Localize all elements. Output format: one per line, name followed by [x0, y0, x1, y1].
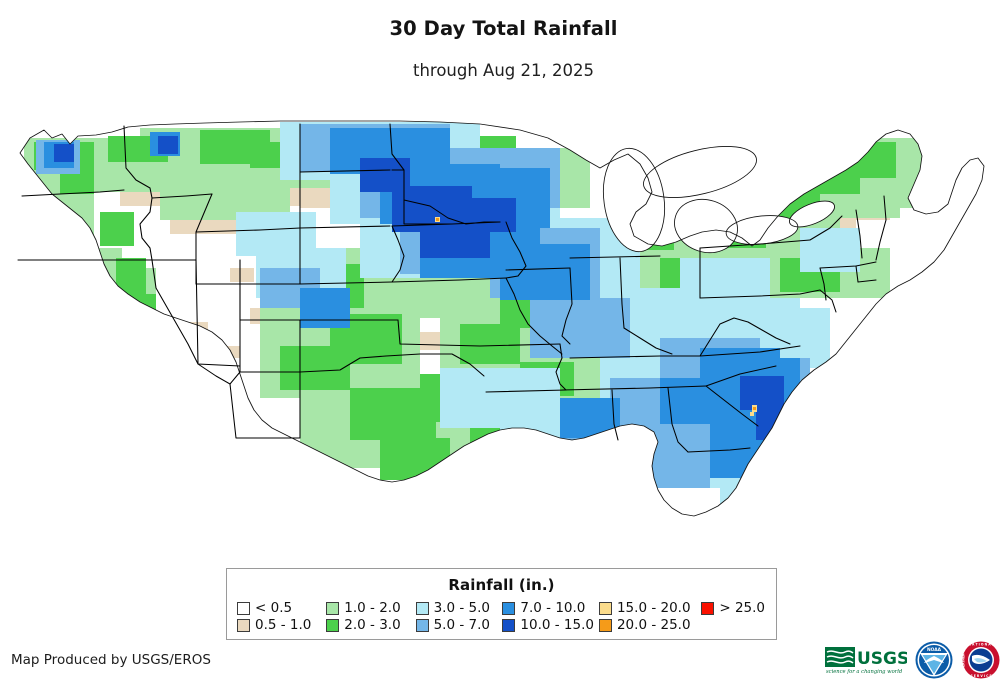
- legend-label: 15.0 - 20.0: [616, 599, 691, 616]
- legend-entry[interactable]: 10.0 - 15.0: [502, 617, 594, 634]
- svg-text:WEATHER: WEATHER: [961, 653, 965, 670]
- legend-swatch: [326, 619, 340, 632]
- usgs-logo[interactable]: USGS science for a changing world: [823, 643, 907, 677]
- legend-entry[interactable]: 2.0 - 3.0: [326, 617, 410, 634]
- legend-label: 10.0 - 15.0: [520, 616, 594, 633]
- legend-swatch: [598, 602, 612, 615]
- legend-label: > 25.0: [719, 599, 766, 616]
- nws-logo[interactable]: N A T I O N A L S E R V I C E WEATHER: [961, 640, 1001, 680]
- legend-entry[interactable]: 7.0 - 10.0: [502, 600, 594, 617]
- svg-text:S E R V I C E: S E R V I C E: [970, 674, 991, 678]
- legend-title: Rainfall (in.): [448, 576, 555, 594]
- legend-label: 20.0 - 25.0: [616, 616, 691, 633]
- us-rainfall-choropleth[interactable]: [0, 108, 1007, 548]
- legend-label: 3.0 - 5.0: [433, 599, 490, 616]
- legend-column-4: 7.0 - 10.0 10.0 - 15.0: [502, 600, 594, 634]
- title-block: 30 Day Total Rainfall through Aug 21, 20…: [0, 0, 1007, 81]
- legend-label: 1.0 - 2.0: [344, 599, 401, 616]
- legend-entry[interactable]: < 0.5: [237, 600, 321, 617]
- rainfall-map[interactable]: [0, 108, 1007, 548]
- legend-swatch: [701, 602, 715, 615]
- page-title: 30 Day Total Rainfall: [389, 17, 618, 40]
- legend-entry[interactable]: 3.0 - 5.0: [415, 599, 498, 617]
- legend-entry[interactable]: 5.0 - 7.0: [415, 616, 498, 634]
- svg-text:NOAA: NOAA: [927, 647, 942, 653]
- legend-swatch: [415, 619, 429, 632]
- legend-entry[interactable]: 15.0 - 20.0: [598, 599, 696, 617]
- legend-entry[interactable]: > 25.0: [701, 600, 765, 617]
- legend-label: 7.0 - 10.0: [520, 599, 586, 616]
- legend-label: 2.0 - 3.0: [344, 616, 401, 633]
- legend-swatch: [502, 602, 516, 615]
- svg-text:USGS: USGS: [857, 649, 907, 669]
- legend-entries: < 0.5 0.5 - 1.0 1.0 - 2.0 2.0 - 3.0 3.0 …: [237, 600, 770, 634]
- legend-column-5: 15.0 - 20.0 20.0 - 25.0: [598, 599, 696, 634]
- svg-text:N A T I O N A L: N A T I O N A L: [968, 642, 993, 646]
- legend-entry[interactable]: 0.5 - 1.0: [237, 617, 321, 634]
- legend-entry[interactable]: 1.0 - 2.0: [326, 600, 410, 617]
- legend-swatch: [237, 602, 250, 615]
- legend-swatch: [502, 619, 516, 632]
- legend-swatch: [237, 619, 250, 632]
- agency-logos: USGS science for a changing world NOAA N…: [816, 635, 1001, 685]
- page-subtitle: through Aug 21, 2025: [412, 61, 595, 81]
- legend-label: 0.5 - 1.0: [255, 616, 312, 633]
- legend-column-2: 1.0 - 2.0 2.0 - 3.0: [326, 600, 410, 634]
- legend-swatch: [326, 602, 340, 615]
- svg-text:science for a changing world: science for a changing world: [826, 669, 903, 675]
- legend-label: 5.0 - 7.0: [433, 616, 490, 633]
- legend-column-1: < 0.5 0.5 - 1.0: [237, 600, 321, 634]
- great-lakes-outline: [602, 146, 835, 254]
- legend-swatch: [598, 619, 612, 632]
- rainfall-raster: [20, 121, 984, 516]
- legend-swatch: [415, 602, 429, 615]
- legend-entry[interactable]: 20.0 - 25.0: [598, 616, 696, 634]
- legend-column-3: 3.0 - 5.0 5.0 - 7.0: [415, 599, 498, 634]
- legend-column-6: > 25.0: [701, 600, 765, 617]
- map-credit: Map Produced by USGS/EROS: [11, 652, 211, 668]
- noaa-logo[interactable]: NOAA: [914, 640, 954, 680]
- legend-panel: Rainfall (in.) < 0.5 0.5 - 1.0 1.0 - 2.0…: [226, 568, 777, 640]
- legend-label: < 0.5: [255, 599, 293, 616]
